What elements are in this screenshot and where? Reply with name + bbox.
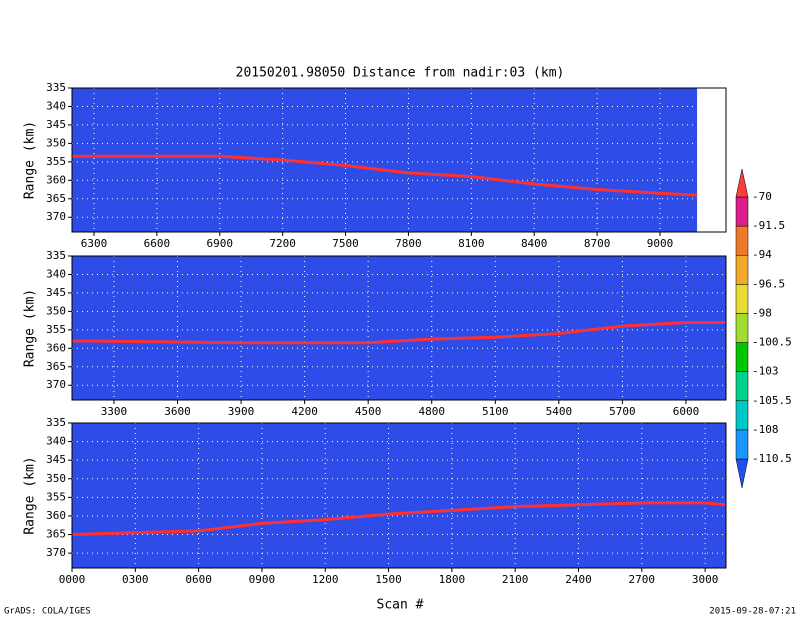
y-tick-label: 365 — [46, 360, 66, 373]
y-tick-label: 340 — [46, 99, 66, 112]
chart-title: 20150201.98050 Distance from nadir:03 (k… — [236, 66, 565, 81]
y-axis-label: Range (km) — [23, 456, 38, 534]
x-tick-label: 2400 — [565, 573, 592, 586]
colorbar-box — [735, 429, 749, 460]
surface-line — [71, 501, 727, 537]
colorbar-label: -98 — [752, 306, 772, 319]
y-tick-label: 345 — [46, 286, 66, 299]
plot-background — [72, 256, 726, 400]
x-tick-label: 6900 — [207, 237, 234, 250]
colorbar-box — [735, 225, 749, 256]
y-tick-label: 355 — [46, 490, 66, 503]
colorbar-label: -94 — [752, 248, 772, 261]
x-tick-label: 6000 — [673, 405, 700, 418]
x-tick-label: 4500 — [355, 405, 382, 418]
x-tick-label: 7500 — [332, 237, 359, 250]
colorbar-triangle — [735, 458, 749, 489]
x-tick-label: 8700 — [584, 237, 611, 250]
colorbar-label: -100.5 — [752, 336, 792, 349]
y-tick-label: 350 — [46, 472, 66, 485]
x-tick-label: 4800 — [418, 405, 445, 418]
colorbar-label: -96.5 — [752, 277, 785, 290]
colorbar-box — [735, 284, 749, 314]
y-tick-label: 335 — [46, 249, 66, 262]
y-tick-label: 370 — [46, 546, 66, 559]
y-tick-label: 355 — [46, 155, 66, 168]
y-tick-label: 370 — [46, 210, 66, 223]
colorbar-box — [735, 342, 749, 372]
colorbar-box — [735, 313, 749, 343]
y-tick-label: 360 — [46, 173, 66, 186]
x-tick-label: 0300 — [122, 573, 149, 586]
colorbar-label: -70 — [752, 190, 772, 203]
y-tick-label: 340 — [46, 435, 66, 448]
colorbar-box — [735, 196, 749, 227]
y-tick-label: 365 — [46, 192, 66, 205]
plot-background — [72, 88, 698, 232]
x-tick-label: 5700 — [609, 405, 636, 418]
x-tick-label: 6300 — [81, 237, 108, 250]
colorbar-box — [735, 400, 749, 431]
x-tick-label: 6600 — [144, 237, 171, 250]
y-tick-label: 345 — [46, 118, 66, 131]
x-tick-label: 7200 — [269, 237, 296, 250]
x-tick-label: 1200 — [312, 573, 339, 586]
y-tick-label: 340 — [46, 267, 66, 280]
x-tick-label: 4200 — [291, 405, 318, 418]
plot-frame — [71, 87, 727, 233]
x-tick-label: 3900 — [228, 405, 255, 418]
surface-line — [72, 154, 698, 197]
x-tick-label: 1800 — [439, 573, 466, 586]
colorbar-label: -110.5 — [752, 452, 792, 465]
colorbar-triangle — [735, 168, 749, 198]
y-tick-label: 360 — [46, 509, 66, 522]
colorbar-label: -91.5 — [752, 219, 785, 232]
x-tick-label: 0600 — [185, 573, 212, 586]
x-tick-label: 1500 — [375, 573, 402, 586]
y-tick-label: 365 — [46, 528, 66, 541]
y-tick-label: 370 — [46, 378, 66, 391]
y-tick-label: 355 — [46, 323, 66, 336]
x-tick-label: 0000 — [59, 573, 86, 586]
x-tick-label: 5100 — [482, 405, 509, 418]
footer-right: 2015-09-28-07:21 — [709, 607, 796, 617]
plot-background — [72, 423, 726, 568]
colorbar-box — [735, 254, 749, 285]
x-tick-label: 2100 — [502, 573, 529, 586]
x-tick-label: 8100 — [458, 237, 485, 250]
x-tick-label: 9000 — [647, 237, 674, 250]
colorbar-label: -108 — [752, 423, 779, 436]
y-tick-label: 350 — [46, 304, 66, 317]
footer-left: GrADS: COLA/IGES — [4, 607, 91, 617]
plot-frame — [71, 422, 727, 569]
x-tick-label: 5400 — [546, 405, 573, 418]
plot-frame — [71, 255, 727, 401]
x-tick-label: 2700 — [629, 573, 656, 586]
y-tick-label: 360 — [46, 341, 66, 354]
y-tick-label: 335 — [46, 416, 66, 429]
y-tick-label: 350 — [46, 136, 66, 149]
y-tick-label: 345 — [46, 453, 66, 466]
colorbar-label: -103 — [752, 365, 779, 378]
x-tick-label: 0900 — [249, 573, 276, 586]
colorbar-label: -105.5 — [752, 394, 792, 407]
y-axis-label: Range (km) — [23, 121, 38, 199]
x-tick-label: 3000 — [692, 573, 719, 586]
x-tick-label: 3300 — [101, 405, 128, 418]
surface-line — [71, 320, 726, 345]
x-tick-label: 8400 — [521, 237, 548, 250]
x-tick-label: 7800 — [395, 237, 422, 250]
y-axis-label: Range (km) — [23, 289, 38, 367]
y-tick-label: 335 — [46, 81, 66, 94]
colorbar-box — [735, 371, 749, 402]
x-axis-label: Scan # — [377, 598, 424, 613]
x-tick-label: 3600 — [164, 405, 191, 418]
